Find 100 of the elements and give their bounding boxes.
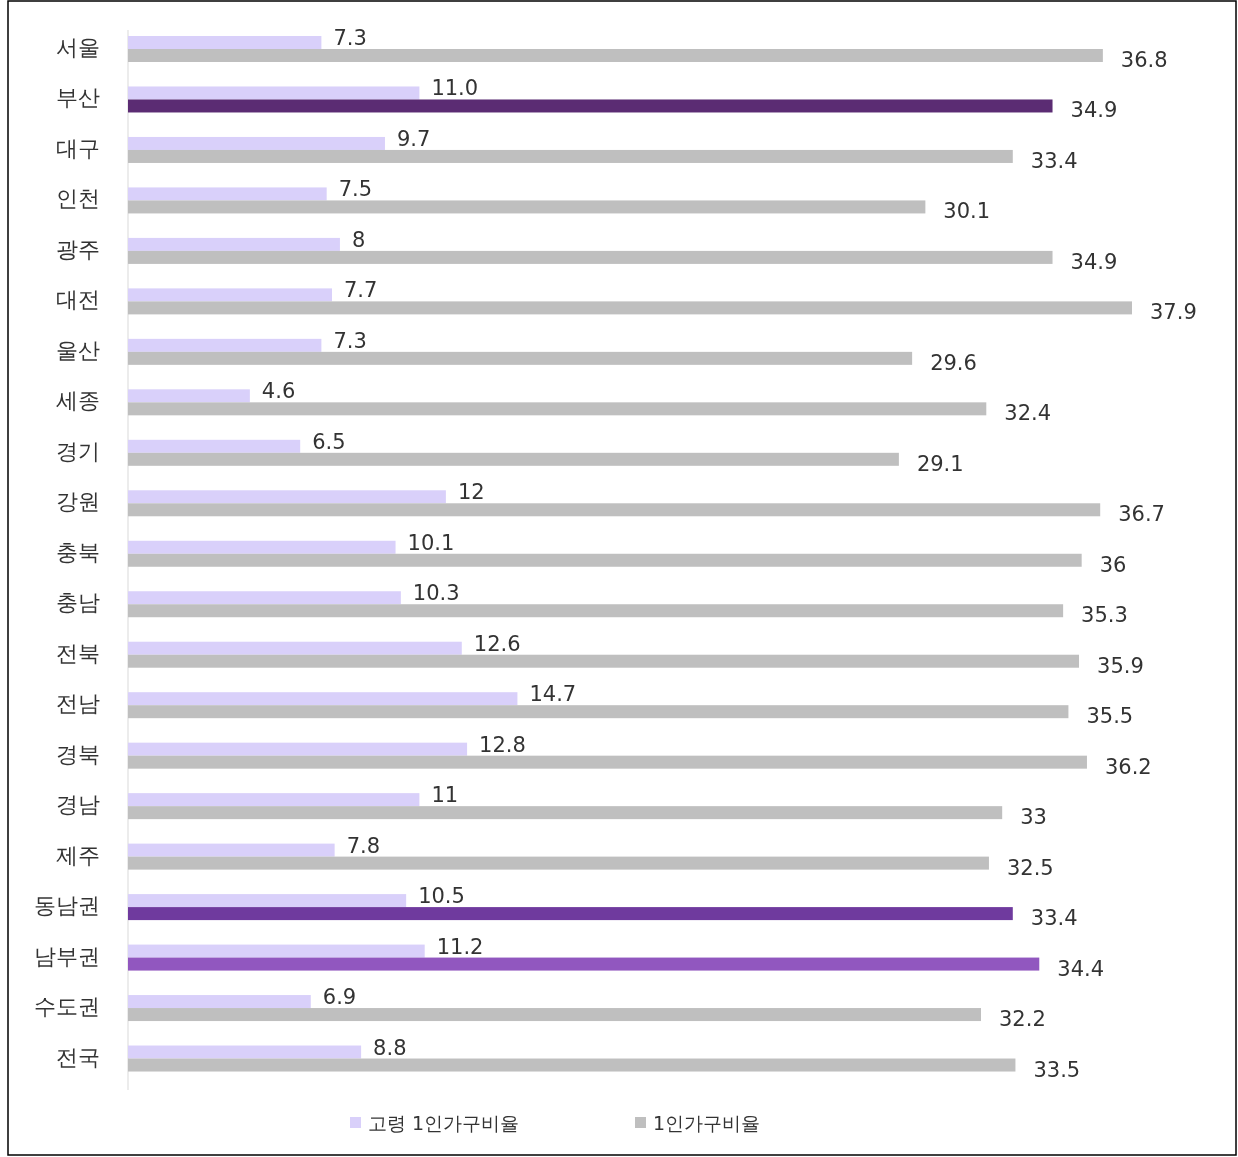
- data-label: 8.8: [373, 1035, 407, 1060]
- y-tick-label: 강원: [56, 489, 100, 515]
- y-tick-label: 대구: [56, 135, 100, 161]
- bar: [128, 136, 385, 150]
- data-label: 6.5: [312, 429, 346, 454]
- data-label: 33.5: [1033, 1057, 1081, 1082]
- data-label: 6.9: [322, 985, 357, 1010]
- bar: [128, 36, 322, 49]
- bar: [128, 99, 1053, 113]
- y-tick-label: 전북: [56, 640, 100, 666]
- bar: [128, 591, 401, 605]
- y-tick-label: 동남권: [34, 893, 100, 919]
- y-tick-label: 제주: [56, 842, 100, 868]
- bar: [128, 540, 396, 554]
- bar: [128, 200, 926, 214]
- data-label: 36.8: [1120, 48, 1168, 72]
- data-label: 36.7: [1118, 502, 1165, 527]
- data-label: 33.4: [1030, 148, 1078, 173]
- bar: [128, 237, 340, 251]
- bar: [128, 301, 1132, 315]
- bar: [128, 894, 407, 908]
- data-label: 34.9: [1070, 249, 1118, 274]
- y-tick-label: 경기: [56, 438, 100, 464]
- bar: [128, 604, 1064, 618]
- data-label: 7.3: [333, 328, 367, 353]
- bar: [128, 288, 332, 302]
- data-label: 30.1: [943, 199, 991, 224]
- bar: [128, 944, 425, 958]
- bar: [128, 49, 1103, 62]
- y-tick-label: 충북: [56, 539, 100, 565]
- data-label: 7.5: [338, 177, 373, 202]
- data-label: 34.9: [1070, 98, 1118, 123]
- data-label: 35.9: [1097, 653, 1144, 678]
- bar: [128, 705, 1069, 719]
- y-tick-label: 충남: [56, 590, 100, 616]
- data-label: 29.6: [930, 350, 977, 375]
- data-label: 7.8: [346, 833, 381, 858]
- y-tick-label: 울산: [56, 337, 100, 363]
- bar: [128, 856, 989, 870]
- data-label: 36: [1099, 552, 1127, 577]
- y-tick-label: 광주: [56, 236, 100, 262]
- data-label: 12: [457, 480, 485, 505]
- bar: [128, 641, 462, 655]
- bar: [128, 793, 420, 807]
- bar: [128, 338, 322, 352]
- bar: [128, 86, 420, 100]
- legend-label: 고령 1인가구비율: [368, 1112, 520, 1134]
- bar: [128, 490, 446, 504]
- data-label: 10.1: [407, 530, 455, 555]
- data-label: 14.7: [529, 682, 577, 707]
- data-label: 32.5: [1006, 855, 1054, 880]
- bar: [128, 553, 1082, 567]
- bar: [128, 439, 301, 453]
- data-label: 11.2: [436, 934, 484, 959]
- data-label: 35.5: [1086, 704, 1134, 729]
- y-tick-label: 전국: [56, 1044, 100, 1070]
- y-tick-label: 인천: [56, 186, 100, 212]
- bar: [128, 503, 1101, 517]
- bar: [128, 351, 913, 365]
- data-label: 11: [431, 783, 459, 808]
- data-label: 37.9: [1150, 300, 1197, 325]
- legend-label: 1인가구비율: [653, 1112, 761, 1134]
- bar: [128, 995, 311, 1009]
- data-label: 4.6: [261, 379, 296, 404]
- data-label: 7.3: [333, 26, 367, 50]
- bar: [128, 402, 987, 416]
- bar: [128, 452, 899, 466]
- y-tick-label: 전남: [56, 691, 100, 717]
- bar: [128, 742, 468, 756]
- data-label: 32.2: [999, 1007, 1046, 1032]
- bar: [128, 1045, 362, 1059]
- y-tick-label: 대전: [56, 287, 100, 313]
- data-label: 7.7: [343, 278, 378, 303]
- bar: [128, 907, 1013, 921]
- y-tick-label: 부산: [56, 85, 100, 111]
- data-label: 32.4: [1004, 401, 1052, 426]
- data-label: 11.0: [431, 76, 479, 101]
- y-tick-label: 서울: [56, 35, 100, 60]
- bar: [128, 654, 1080, 668]
- y-tick-label: 남부권: [34, 943, 100, 969]
- bar: [128, 149, 1013, 163]
- y-tick-label: 경남: [56, 792, 100, 818]
- bar: [128, 957, 1040, 971]
- data-label: 8: [351, 227, 366, 252]
- y-tick-label: 세종: [56, 388, 100, 414]
- bar: [128, 755, 1087, 769]
- data-label: 9.7: [396, 126, 431, 151]
- data-label: 35.3: [1081, 603, 1128, 628]
- data-label: 29.1: [916, 451, 964, 476]
- data-label: 34.4: [1057, 956, 1105, 981]
- data-label: 12.8: [479, 732, 526, 757]
- bar: [128, 187, 327, 201]
- bar: [128, 806, 1003, 820]
- data-label: 33: [1020, 805, 1047, 830]
- data-label: 33.4: [1030, 906, 1078, 931]
- data-label: 36.2: [1104, 754, 1152, 779]
- y-tick-label: 경북: [56, 741, 100, 767]
- data-label: 10.3: [412, 581, 460, 606]
- bar: [128, 250, 1053, 264]
- data-label: 12.6: [473, 631, 521, 656]
